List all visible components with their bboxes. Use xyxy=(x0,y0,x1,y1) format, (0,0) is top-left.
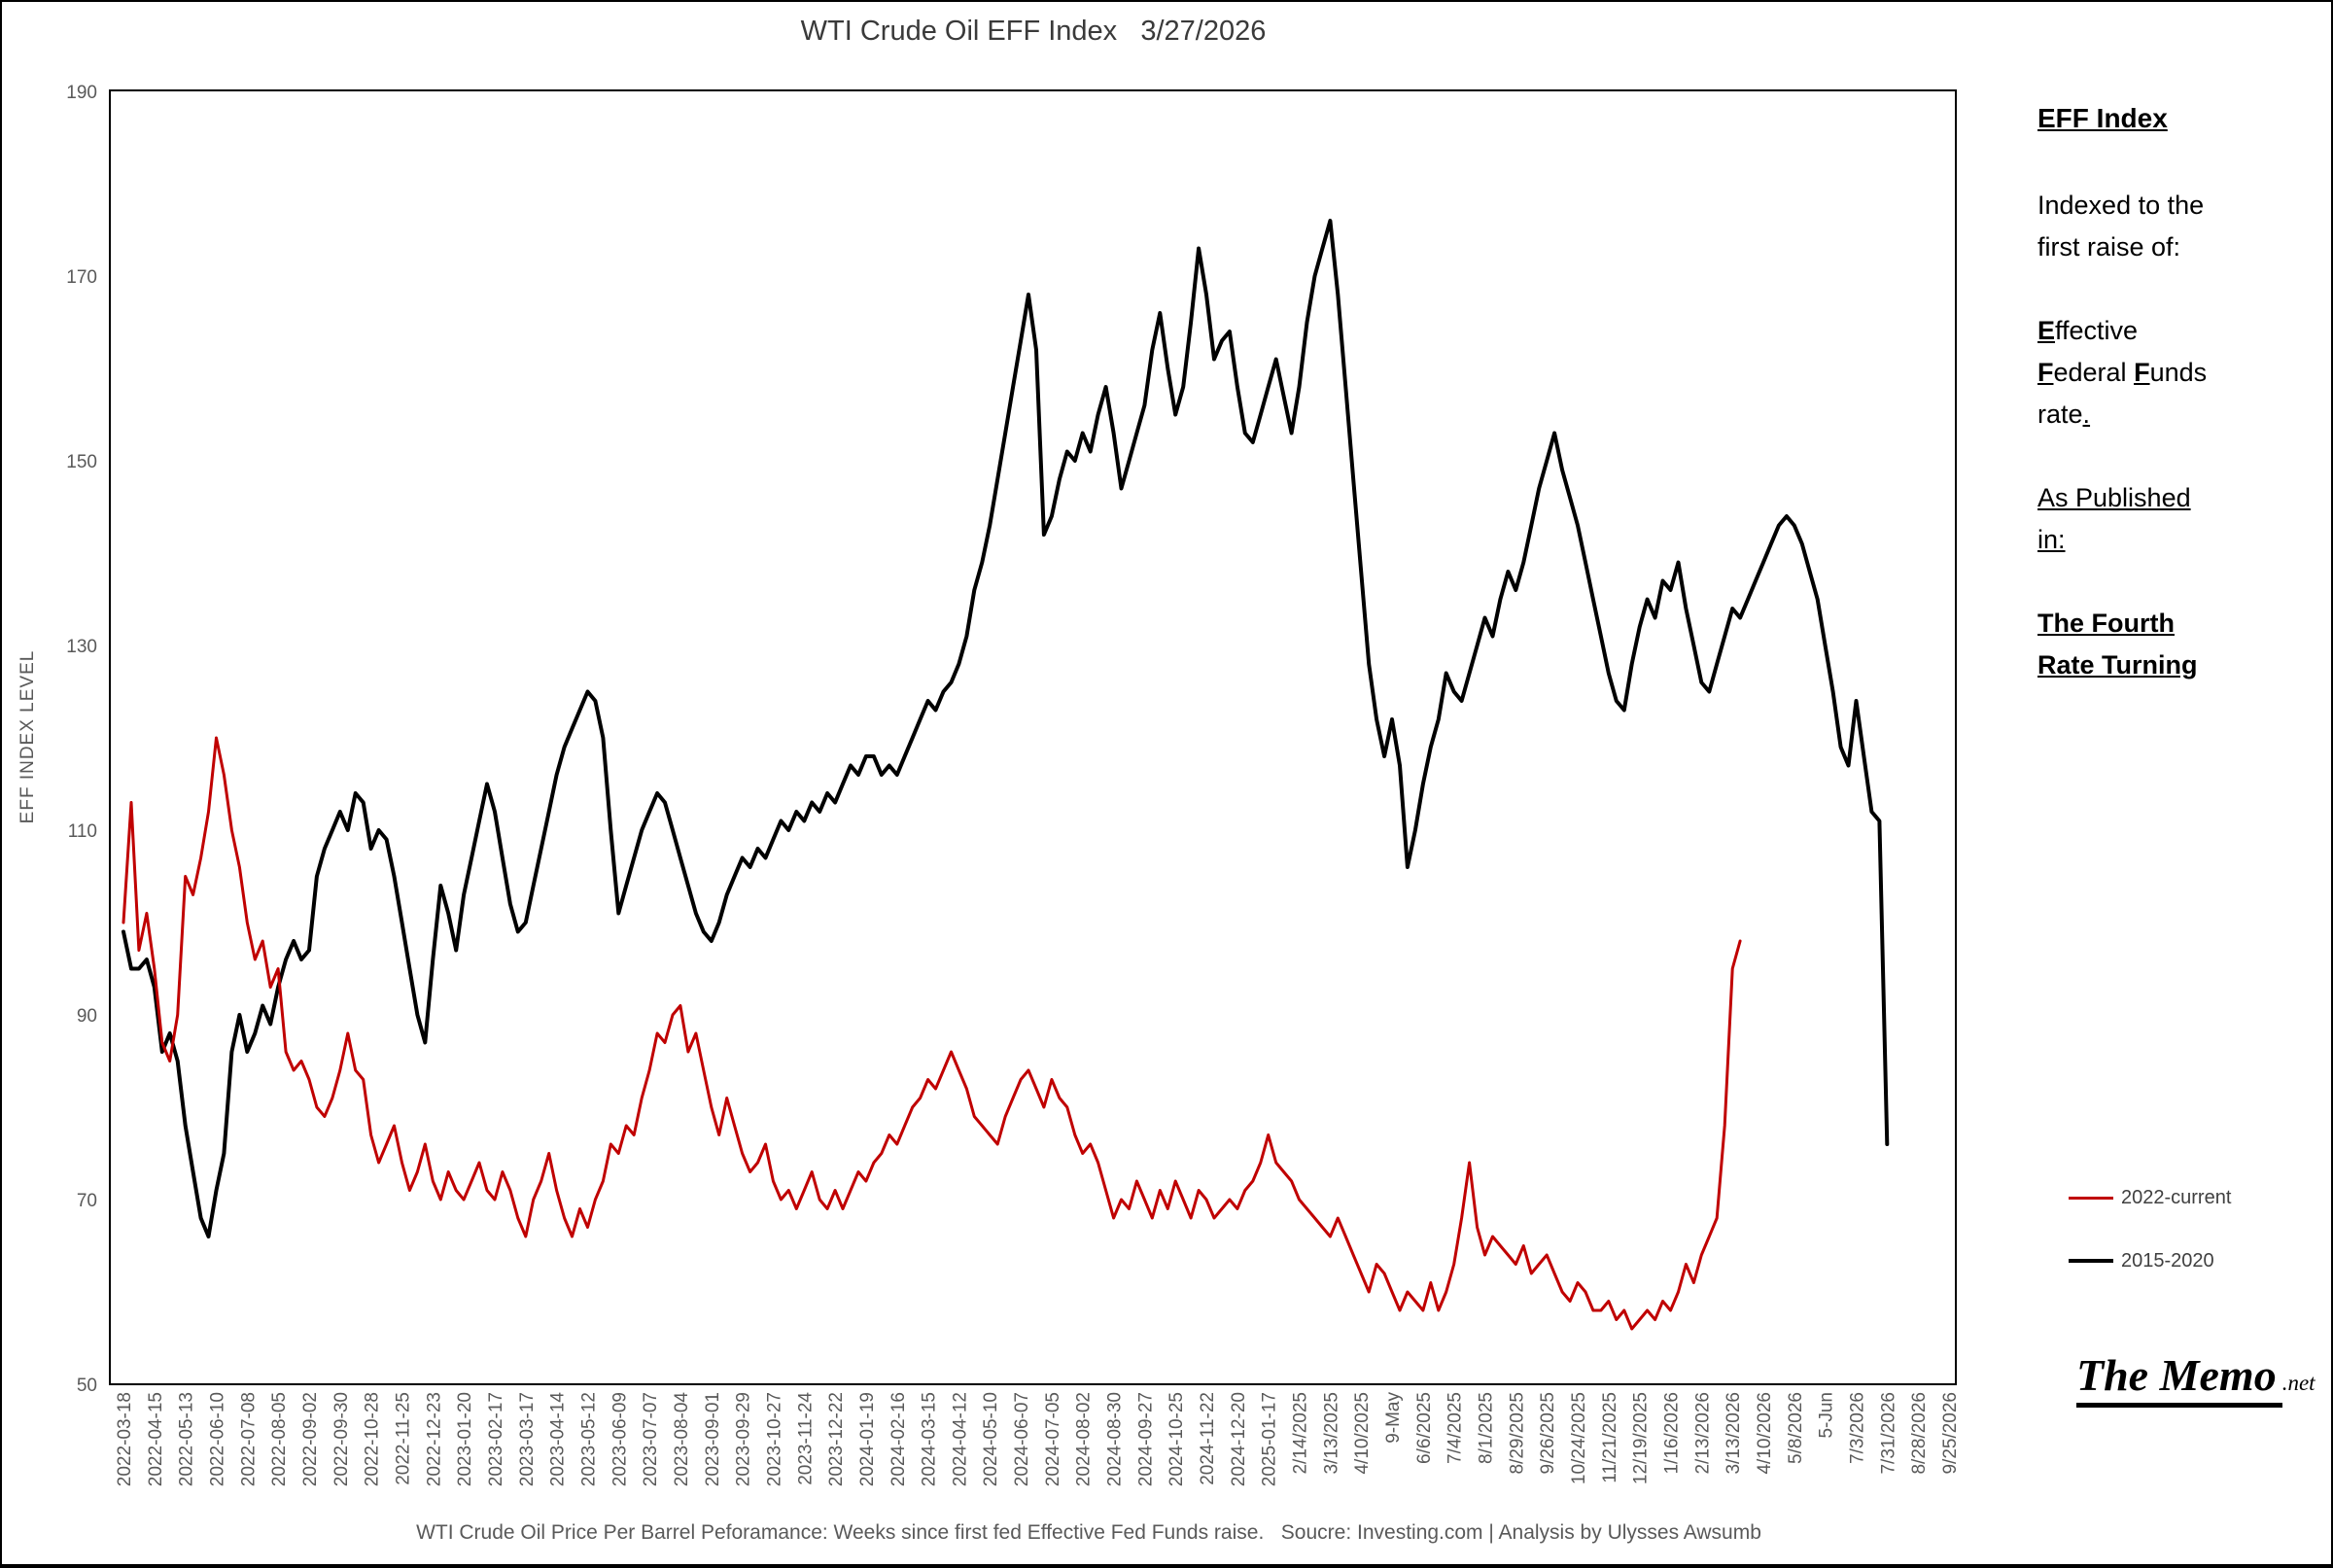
legend-line-swatch-black xyxy=(2069,1259,2113,1263)
x-tick-label: 2023-09-29 xyxy=(734,1392,754,1486)
x-tick-label: 7/31/2026 xyxy=(1878,1392,1898,1475)
x-tick-label: 2022-07-08 xyxy=(238,1392,259,1486)
x-tick-label: 2023-12-22 xyxy=(826,1392,847,1486)
x-tick-label: 2/14/2025 xyxy=(1291,1392,1311,1475)
x-tick-label: 2024-09-27 xyxy=(1135,1392,1156,1486)
x-tick-label: 2022-06-10 xyxy=(208,1392,228,1486)
x-tick-label: 2023-01-20 xyxy=(455,1392,475,1486)
chart-title: WTI Crude Oil EFF Index 3/27/2026 xyxy=(800,16,1267,47)
x-tick-label: 2024-08-30 xyxy=(1105,1392,1126,1486)
x-tick-label: 2023-11-24 xyxy=(795,1392,816,1485)
x-tick-label: 5/8/2026 xyxy=(1786,1392,1806,1464)
x-tick-label: 5-Jun xyxy=(1817,1392,1837,1439)
x-tick-label: 2024-05-10 xyxy=(981,1392,1001,1486)
x-tick-label: 2024-04-12 xyxy=(950,1392,970,1486)
x-tick-label: 3/13/2025 xyxy=(1321,1392,1341,1475)
x-tick-label: 3/13/2026 xyxy=(1724,1392,1744,1475)
side-panel: EFF Index Indexed to the first raise of:… xyxy=(2037,97,2329,728)
legend-item-2015-2020: 2015-2020 xyxy=(2069,1241,2321,1280)
y-tick-label: 130 xyxy=(66,637,97,657)
x-tick-label: 2024-10-25 xyxy=(1166,1392,1187,1486)
brand-suffix: .net xyxy=(2281,1371,2316,1395)
legend-label: 2022-current xyxy=(2121,1186,2232,1208)
legend-line-swatch-red xyxy=(2069,1196,2113,1200)
chart-legend: 2022-current 2015-2020 xyxy=(2069,1178,2321,1305)
x-tick-label: 2024-03-15 xyxy=(920,1392,940,1486)
y-tick-label: 110 xyxy=(68,821,97,842)
x-tick-label: 2024-02-16 xyxy=(888,1392,909,1486)
x-tick-label: 4/10/2026 xyxy=(1755,1392,1775,1475)
side-panel-indexed-note: Indexed to the first raise of: xyxy=(2037,191,2205,261)
y-tick-label: 170 xyxy=(66,267,97,288)
x-tick-label: 2023-09-01 xyxy=(703,1392,723,1486)
y-tick-label: 190 xyxy=(66,83,97,103)
x-tick-label: 2022-08-05 xyxy=(269,1392,290,1486)
side-panel-published-note: As Published in: xyxy=(2037,483,2191,554)
x-tick-label: 11/21/2025 xyxy=(1600,1392,1620,1483)
x-tick-label: 2023-03-17 xyxy=(517,1392,538,1486)
x-tick-label: 2024-12-20 xyxy=(1229,1392,1249,1486)
x-tick-label: 2022-09-30 xyxy=(331,1392,352,1486)
y-tick-label: 150 xyxy=(66,452,97,472)
x-tick-label: 2023-08-04 xyxy=(672,1392,692,1487)
x-tick-label: 2022-10-28 xyxy=(363,1392,383,1486)
x-tick-label: 2024-08-02 xyxy=(1074,1392,1095,1486)
x-tick-label: 2024-01-19 xyxy=(857,1392,878,1486)
x-tick-label: 4/10/2025 xyxy=(1352,1392,1373,1475)
x-tick-label: 9/25/2026 xyxy=(1940,1392,1961,1475)
side-panel-eff-term: Effective Federal Funds rate. xyxy=(2037,316,2208,429)
x-tick-label: 2024-11-22 xyxy=(1198,1392,1218,1485)
x-tick-label: 10/24/2025 xyxy=(1569,1392,1589,1484)
series-line-2022-current xyxy=(122,736,1742,1331)
legend-item-2022-current: 2022-current xyxy=(2069,1178,2321,1217)
x-tick-label: 8/29/2025 xyxy=(1507,1392,1527,1475)
x-tick-label: 2023-10-27 xyxy=(764,1392,784,1486)
x-tick-label: 2023-06-09 xyxy=(609,1392,630,1486)
series-line-2015-2020 xyxy=(122,219,1890,1238)
footer-caption: WTI Crude Oil Price Per Barrel Peforaman… xyxy=(416,1521,1761,1544)
x-tick-label: 9-May xyxy=(1383,1392,1404,1444)
x-tick-label: 2022-03-18 xyxy=(115,1392,135,1486)
x-tick-label: 2023-05-12 xyxy=(579,1392,600,1486)
x-tick-label: 8/28/2026 xyxy=(1909,1392,1930,1475)
brand-title: The Memo xyxy=(2076,1350,2277,1400)
x-tick-label: 2024-07-05 xyxy=(1043,1392,1063,1486)
side-panel-book-title: The Fourth Rate Turning xyxy=(2037,609,2198,679)
x-tick-label: 2025-01-17 xyxy=(1260,1392,1280,1486)
x-tick-label: 2023-07-07 xyxy=(641,1392,661,1486)
y-tick-label: 50 xyxy=(77,1376,97,1396)
plot-area-border xyxy=(109,89,1957,1385)
x-tick-label: 2022-11-25 xyxy=(394,1392,414,1485)
y-tick-label: 90 xyxy=(77,1006,97,1027)
x-tick-label: 2022-09-02 xyxy=(300,1392,321,1486)
x-tick-label: 2023-04-14 xyxy=(548,1392,569,1487)
x-tick-label: 2022-05-13 xyxy=(177,1392,197,1486)
side-panel-heading: EFF Index xyxy=(2037,103,2168,133)
x-tick-label: 2022-12-23 xyxy=(424,1392,444,1486)
x-tick-label: 9/26/2025 xyxy=(1538,1392,1558,1475)
x-tick-label: 2022-04-15 xyxy=(146,1392,166,1486)
legend-label: 2015-2020 xyxy=(2121,1249,2214,1272)
brand-logo: The Memo .net xyxy=(2076,1349,2316,1408)
x-tick-label: 2/13/2026 xyxy=(1692,1392,1713,1475)
y-axis-title: EFF INDEX LEVEL xyxy=(17,650,38,824)
y-tick-label: 70 xyxy=(77,1191,97,1211)
x-tick-label: 1/16/2026 xyxy=(1662,1392,1683,1475)
x-tick-label: 8/1/2025 xyxy=(1477,1392,1497,1464)
x-tick-label: 2023-02-17 xyxy=(486,1392,506,1486)
x-tick-label: 6/6/2025 xyxy=(1414,1392,1435,1464)
x-tick-label: 7/3/2026 xyxy=(1848,1392,1868,1464)
x-tick-label: 12/19/2025 xyxy=(1631,1392,1652,1484)
x-tick-label: 7/4/2025 xyxy=(1445,1392,1466,1464)
x-tick-label: 2024-06-07 xyxy=(1012,1392,1032,1486)
